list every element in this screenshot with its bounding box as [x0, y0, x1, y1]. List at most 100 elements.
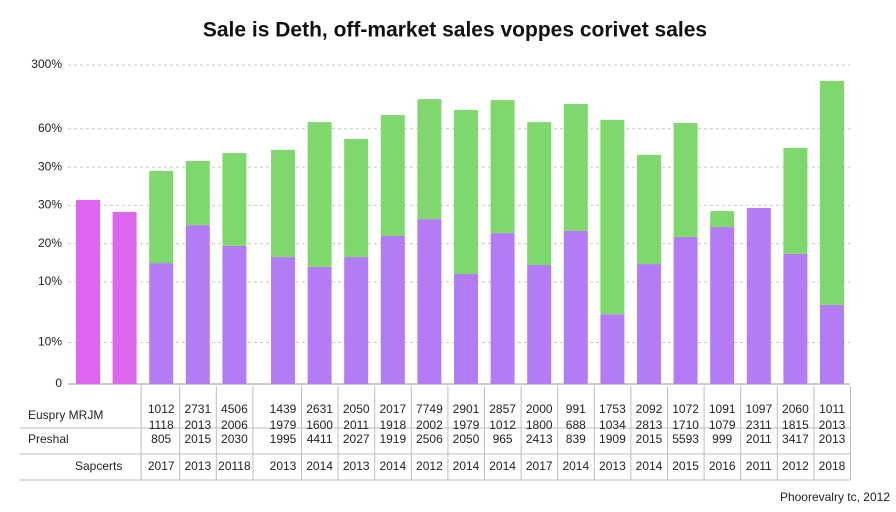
bar — [380, 115, 405, 236]
bar — [417, 99, 442, 220]
table-cell: 2012 — [416, 459, 443, 473]
table-cell: 2017 — [379, 402, 406, 416]
table-cell: 7749 — [416, 402, 443, 416]
bar — [454, 273, 478, 384]
table-cell: 2013 — [270, 459, 297, 473]
table-cell: 2506 — [416, 432, 443, 446]
bar — [76, 199, 100, 384]
table-cell: 688 — [566, 418, 586, 432]
table-cell: 1439 — [270, 402, 297, 416]
table-cell: 1979 — [270, 418, 297, 432]
table-cell: 2013 — [819, 432, 846, 446]
bar — [417, 219, 442, 384]
bar — [820, 80, 844, 305]
y-tick-label: 60% — [38, 121, 62, 135]
y-tick-label: 30% — [38, 198, 62, 212]
table-cell: 1012 — [489, 418, 516, 432]
table-cell: 2013 — [184, 459, 211, 473]
bar — [271, 257, 295, 384]
table-cell: 2030 — [221, 432, 248, 446]
table-cell: 1118 — [149, 418, 174, 432]
chart-title: Sale is Deth, off-market sales voppes co… — [203, 19, 707, 42]
bar — [149, 170, 174, 264]
table-cell: 2014 — [562, 459, 589, 473]
table-cell: 2006 — [221, 418, 248, 432]
table-cell: 999 — [712, 432, 732, 446]
bar — [673, 123, 698, 237]
bar — [344, 257, 369, 384]
bar — [307, 122, 332, 267]
bar — [490, 233, 515, 384]
table-cell: 5593 — [672, 432, 699, 446]
table-cell: 1918 — [379, 418, 406, 432]
bar — [149, 263, 174, 384]
footer: Phoorevalry tc, 2012 — [780, 490, 890, 504]
y-tick-label: 30% — [38, 159, 62, 173]
table-cell: 2011 — [746, 432, 772, 446]
bar — [185, 161, 210, 226]
row-label: Sapcerts — [75, 459, 122, 473]
table-cell: 1710 — [672, 418, 699, 432]
table-cell: 1815 — [782, 418, 809, 432]
table-cell: 1919 — [379, 432, 406, 446]
bar — [746, 207, 771, 384]
y-tick-label: 10% — [38, 335, 62, 349]
table-cell: 1079 — [709, 418, 736, 432]
table-cell: 2311 — [746, 418, 772, 432]
bar — [112, 212, 137, 384]
table-cell: 2011 — [343, 418, 369, 432]
bar — [222, 153, 247, 246]
table-cell: 2901 — [453, 402, 480, 416]
table-cell: 1995 — [270, 432, 297, 446]
bar — [637, 264, 661, 384]
table-cell: 2016 — [709, 459, 736, 473]
table-cell: 2813 — [636, 418, 663, 432]
table-cell: 1091 — [709, 402, 736, 416]
y-tick-label: 300% — [31, 57, 62, 71]
table-cell: 2017 — [148, 459, 175, 473]
row-label: Preshal — [28, 432, 69, 446]
bar — [380, 235, 405, 384]
table-cell: 2011 — [746, 459, 772, 473]
table-cell: 2015 — [636, 432, 663, 446]
table-cell: 965 — [493, 432, 513, 446]
table-cell: 2013 — [819, 418, 846, 432]
table-cell: 2060 — [782, 402, 809, 416]
table-cell: 2014 — [489, 459, 516, 473]
table-cell: 2012 — [782, 459, 809, 473]
bar — [563, 230, 588, 384]
bar — [820, 304, 844, 384]
bar — [490, 100, 515, 234]
bar — [783, 253, 808, 384]
table-cell: 2014 — [379, 459, 406, 473]
bar — [344, 139, 369, 258]
bar — [222, 245, 247, 384]
y-tick-label: 0 — [55, 376, 62, 390]
bar — [185, 225, 210, 384]
table-cell: 2013 — [184, 418, 211, 432]
table-cell: 1800 — [526, 418, 553, 432]
bar — [600, 314, 625, 384]
bar — [710, 227, 735, 384]
table-cell: 2731 — [184, 402, 211, 416]
bar — [527, 122, 552, 266]
row-label: Euspry MRJM — [28, 408, 103, 422]
table-cell: 1012 — [148, 402, 175, 416]
table-cell: 805 — [151, 432, 171, 446]
table-cell: 2027 — [343, 432, 370, 446]
table-cell: 3417 — [782, 432, 809, 446]
table-cell: 2013 — [599, 459, 626, 473]
table-cell: 2015 — [184, 432, 211, 446]
bar — [271, 149, 295, 258]
table-cell: 2000 — [526, 402, 553, 416]
table-cell: 1034 — [599, 418, 626, 432]
table-cell: 4411 — [307, 432, 333, 446]
table-cell: 2015 — [672, 459, 699, 473]
table-cell: 2050 — [343, 402, 370, 416]
table-cell: 2013 — [343, 459, 370, 473]
bar — [563, 103, 588, 231]
table-cell: 4506 — [221, 402, 248, 416]
table-cell: 1097 — [745, 402, 772, 416]
table-cell: 1011 — [819, 402, 845, 416]
